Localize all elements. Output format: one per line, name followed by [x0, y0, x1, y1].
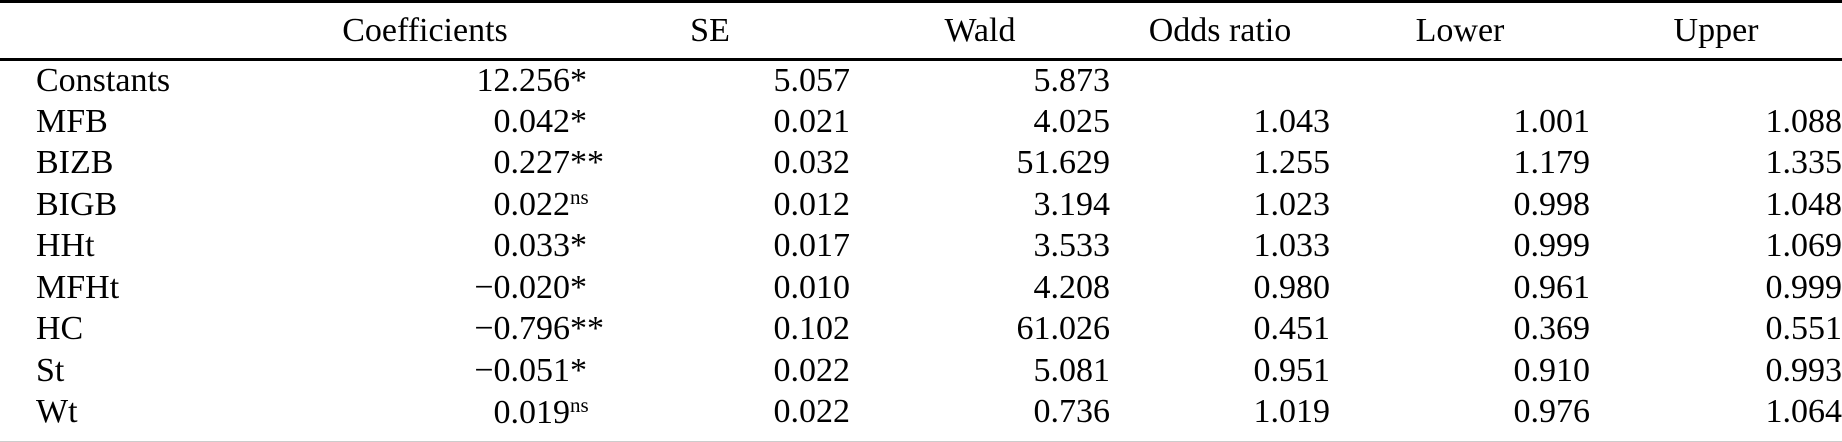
- cell-se: 0.010: [773, 268, 851, 306]
- cell-upper: 0.551: [1765, 310, 1842, 348]
- row-label: Wt: [36, 393, 78, 431]
- header-se: SE: [690, 11, 730, 49]
- cell-lower: 0.976: [1513, 393, 1591, 431]
- cell-odds: 0.451: [1253, 310, 1331, 348]
- table-row: HC −0.796** 0.102 61.026 0.451 0.369 0.551: [0, 309, 1842, 351]
- row-label: Constants: [36, 62, 171, 99]
- cell-coefficients: −0.796**: [474, 310, 604, 348]
- cell-coefficients: 0.022ns: [493, 185, 589, 224]
- cell-wald: 3.533: [1033, 227, 1111, 265]
- cell-odds: 1.023: [1253, 185, 1331, 223]
- cell-lower: 0.369: [1513, 310, 1591, 348]
- cell-se: 5.057: [773, 62, 851, 99]
- table-row: BIGB 0.022ns 0.012 3.194 1.023 0.998 1.048: [0, 184, 1842, 226]
- table-body: Constants 12.256* 5.057 5.873 MFB 0.042* 0.021…: [0, 60, 1842, 434]
- header-lower: Lower: [1415, 11, 1505, 49]
- cell-upper: 1.069: [1765, 227, 1842, 265]
- cell-coefficients: 12.256*: [476, 62, 588, 99]
- header-odds-ratio: Odds ratio: [1148, 11, 1292, 49]
- table-row: St −0.051* 0.022 5.081 0.951 0.910 0.993: [0, 350, 1842, 392]
- cell-wald: 3.194: [1033, 185, 1111, 223]
- cell-upper: 0.993: [1765, 351, 1842, 389]
- row-label: HC: [36, 310, 84, 348]
- cell-odds: 0.980: [1253, 268, 1331, 306]
- table-header: Coefficients SE Wald Odds ratio Lower Up…: [0, 1, 1842, 60]
- cell-upper: 1.335: [1765, 144, 1842, 182]
- cell-odds: [1110, 60, 1330, 102]
- table-row: Wt 0.019ns 0.022 0.736 1.019 0.976 1.064: [0, 392, 1842, 434]
- cell-wald: 5.081: [1033, 351, 1111, 389]
- cell-lower: 0.999: [1513, 227, 1591, 265]
- cell-wald: 5.873: [1033, 62, 1111, 99]
- regression-table: Coefficients SE Wald Odds ratio Lower Up…: [0, 1, 1842, 434]
- table-row: MFHt −0.020* 0.010 4.208 0.980 0.961 0.999: [0, 267, 1842, 309]
- cell-upper: 1.088: [1765, 102, 1842, 140]
- cell-odds: 0.951: [1253, 351, 1331, 389]
- cell-odds: 1.019: [1253, 393, 1331, 431]
- table-row: BIZB 0.227** 0.032 51.629 1.255 1.179 1.335: [0, 143, 1842, 185]
- cell-se: 0.012: [773, 185, 851, 223]
- cell-odds: 1.255: [1253, 144, 1331, 182]
- cell-upper: 1.064: [1765, 393, 1842, 431]
- row-label: St: [36, 351, 65, 389]
- cell-upper: 1.048: [1765, 185, 1842, 223]
- cell-odds: 1.033: [1253, 227, 1331, 265]
- header-upper: Upper: [1673, 11, 1759, 49]
- cell-coefficients: −0.020*: [474, 268, 587, 306]
- cell-coefficients: 0.019ns: [493, 392, 589, 431]
- cell-coefficients: −0.051*: [474, 351, 587, 389]
- cell-upper: [1590, 60, 1842, 102]
- cell-se: 0.021: [773, 102, 851, 140]
- cell-se: 0.032: [773, 144, 851, 182]
- cell-wald: 0.736: [1033, 393, 1111, 431]
- cell-wald: 4.025: [1033, 102, 1111, 140]
- cell-coefficients: 0.033*: [493, 227, 588, 265]
- cell-lower: 0.998: [1513, 185, 1591, 223]
- table-row: HHt 0.033* 0.017 3.533 1.033 0.999 1.069: [0, 226, 1842, 268]
- cell-odds: 1.043: [1253, 102, 1331, 140]
- cell-coefficients: 0.227**: [493, 144, 605, 182]
- cell-lower: 0.910: [1513, 351, 1591, 389]
- cell-wald: 61.026: [1016, 310, 1111, 348]
- cell-se: 0.022: [773, 393, 851, 431]
- row-label: MFHt: [36, 268, 120, 306]
- cell-lower: 1.001: [1513, 102, 1591, 140]
- cell-lower: 0.961: [1513, 268, 1591, 306]
- cell-upper: 0.999: [1765, 268, 1842, 306]
- row-label: BIZB: [36, 144, 114, 182]
- table-row: MFB 0.042* 0.021 4.025 1.043 1.001 1.088: [0, 101, 1842, 143]
- table-row: Constants 12.256* 5.057 5.873: [0, 60, 1842, 102]
- header-row: Coefficients SE Wald Odds ratio Lower Up…: [0, 1, 1842, 60]
- row-label: MFB: [36, 102, 108, 140]
- cell-lower: 1.179: [1513, 144, 1591, 182]
- cell-wald: 51.629: [1016, 144, 1111, 182]
- row-label: BIGB: [36, 185, 118, 223]
- cell-coefficients: 0.042*: [493, 102, 588, 140]
- cell-se: 0.022: [773, 351, 851, 389]
- row-label: HHt: [36, 227, 95, 265]
- cell-se: 0.102: [773, 310, 851, 348]
- header-blank: [0, 2, 280, 60]
- cell-lower: [1330, 60, 1590, 102]
- header-coefficients: Coefficients: [342, 11, 508, 49]
- cell-se: 0.017: [773, 227, 851, 265]
- header-wald: Wald: [944, 11, 1016, 49]
- cell-wald: 4.208: [1033, 268, 1111, 306]
